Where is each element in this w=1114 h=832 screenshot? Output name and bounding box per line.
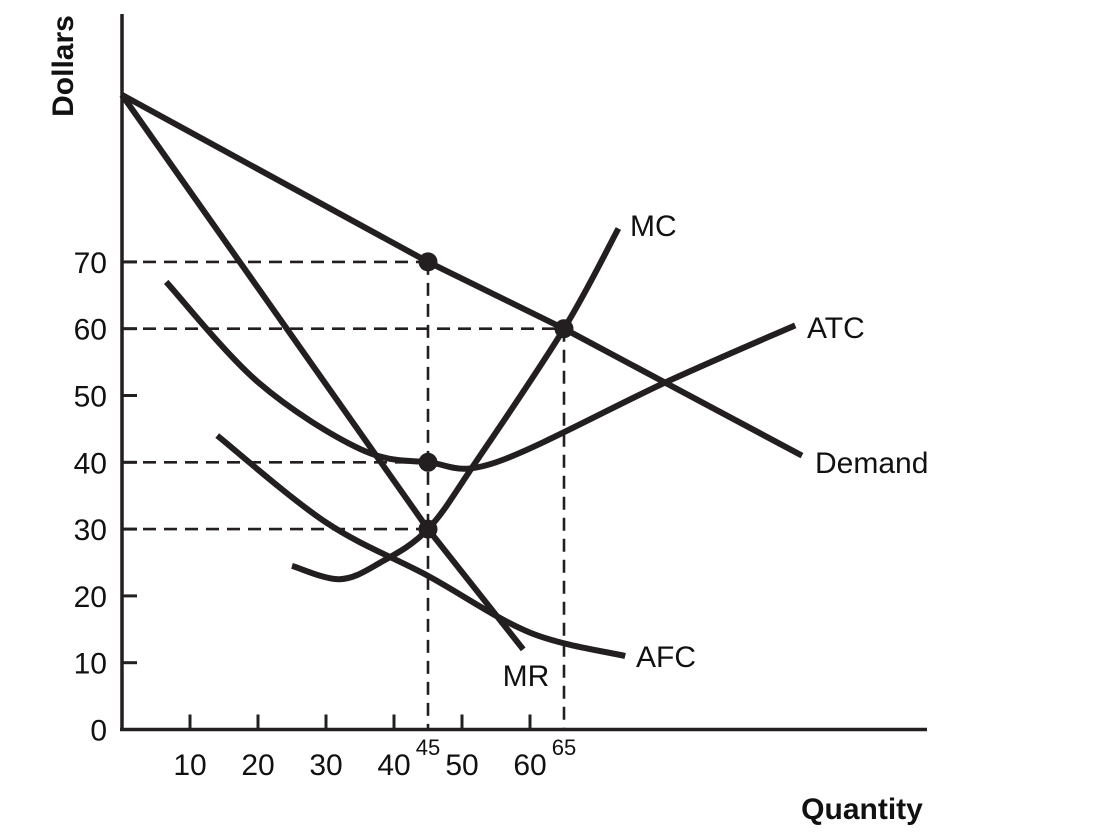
x-extra-label-65: 65 [552, 735, 576, 760]
afc-label: AFC [636, 641, 696, 674]
axes [120, 14, 927, 732]
highlighted-points [418, 252, 574, 539]
y-tick-label-60: 60 [74, 314, 107, 347]
afc-curve [215, 433, 626, 659]
y-tick-label-0: 0 [90, 715, 107, 748]
tick-marks [122, 260, 532, 730]
x-tick-label-10: 10 [173, 749, 206, 782]
mc-label: MC [630, 210, 677, 243]
point-45-30 [418, 519, 438, 539]
curves [119, 92, 804, 659]
demand-curve [120, 92, 804, 459]
mr-label: MR [503, 660, 550, 693]
point-65-60 [554, 319, 574, 339]
y-tick-label-20: 20 [74, 581, 107, 614]
atc-label: ATC [807, 312, 865, 345]
demand-label: Demand [815, 447, 928, 480]
point-45-40 [418, 452, 438, 472]
mr-curve [119, 93, 526, 652]
x-tick-label-20: 20 [241, 749, 274, 782]
x-tick-label-30: 30 [309, 749, 342, 782]
dashed-guides [122, 260, 566, 730]
y-tick-label-30: 30 [74, 514, 107, 547]
point-45-70 [418, 252, 438, 272]
x-extra-label-45: 45 [416, 735, 440, 760]
curve-labels: Demand MR MC ATC AFC [503, 210, 929, 693]
y-tick-label-70: 70 [74, 247, 107, 280]
y-tick-label-50: 50 [74, 381, 107, 414]
x-tick-label-50: 50 [445, 749, 478, 782]
y-tick-label-40: 40 [74, 447, 107, 480]
x-tick-label-40: 40 [377, 749, 410, 782]
x-tick-label-60: 60 [513, 749, 546, 782]
y-axis-title: Dollars [47, 15, 80, 117]
tick-labels: 10 20 30 40 50 60 45 65 0 10 20 30 40 50 60 70 [74, 247, 577, 782]
y-tick-label-10: 10 [74, 648, 107, 681]
x-axis-title: Quantity [801, 793, 923, 826]
atc-curve [163, 279, 797, 472]
